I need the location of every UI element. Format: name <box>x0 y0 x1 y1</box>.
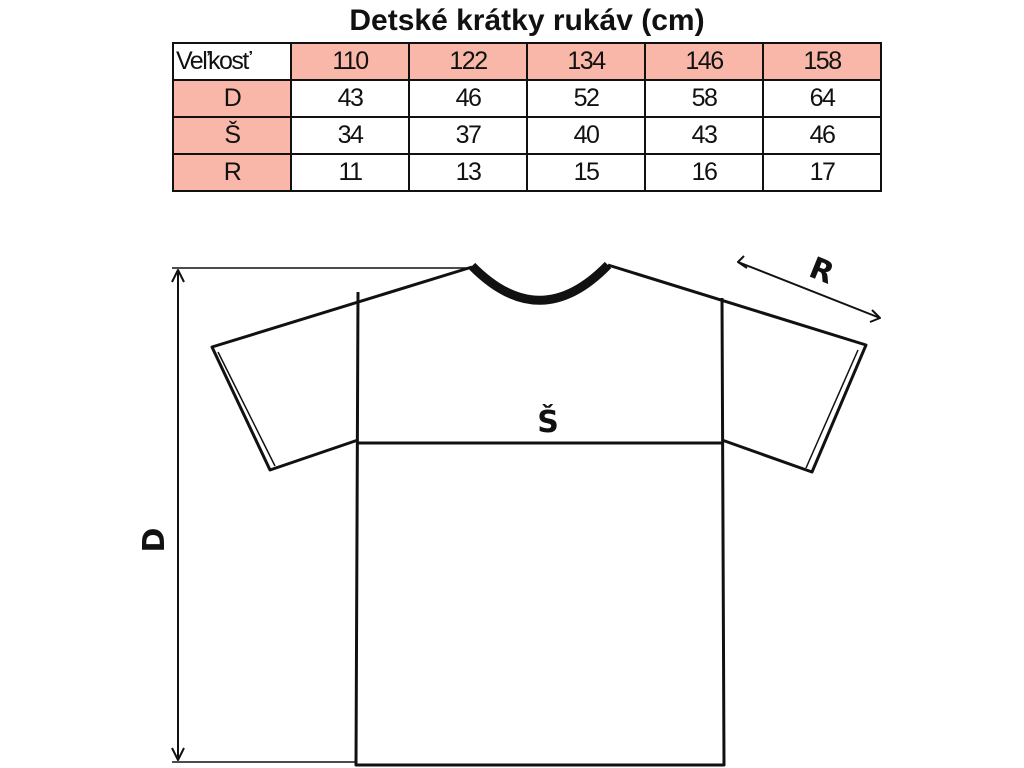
table-cell: 46 <box>762 116 882 155</box>
collar <box>468 261 612 305</box>
size-header: 158 <box>762 42 882 81</box>
row-label: Š <box>172 116 292 155</box>
right-sleeve <box>607 263 868 474</box>
left-sleeve <box>210 265 473 472</box>
size-header: 122 <box>408 42 528 81</box>
left-sleeve-hem <box>217 351 276 467</box>
size-header: 146 <box>644 42 764 81</box>
table-title: Detské krátky rukáv (cm) <box>173 0 881 44</box>
table-cell: 46 <box>408 79 528 118</box>
table-cell: 37 <box>408 116 528 155</box>
table-row: R 11 13 15 16 17 <box>172 153 882 192</box>
size-header: 134 <box>526 42 646 81</box>
sleeve-label: R <box>804 251 839 292</box>
table-cell: 58 <box>644 79 764 118</box>
size-header: 110 <box>290 42 410 81</box>
table-row: Š 34 37 40 43 46 <box>172 116 882 155</box>
table-cell: 15 <box>526 153 646 192</box>
table-row: D 43 46 52 58 64 <box>172 79 882 118</box>
table-cell: 16 <box>644 153 764 192</box>
table-cell: 43 <box>290 79 410 118</box>
table-cell: 43 <box>644 116 764 155</box>
length-label: D <box>137 528 172 553</box>
table-cell: 13 <box>408 153 528 192</box>
table-cell: 52 <box>526 79 646 118</box>
row-label: D <box>172 79 292 118</box>
table-cell: 34 <box>290 116 410 155</box>
header-label: Veľkosť <box>172 42 292 81</box>
right-sleeve-hem <box>805 349 859 469</box>
table-cell: 40 <box>526 116 646 155</box>
sleeve-dimension-line <box>737 261 881 319</box>
table-cell: 17 <box>762 153 882 192</box>
size-table: Detské krátky rukáv (cm) Veľkosť 110 122… <box>172 0 882 192</box>
table-cell: 11 <box>290 153 410 192</box>
row-label: R <box>172 153 292 192</box>
table-cell: 64 <box>762 79 882 118</box>
width-label: Š <box>537 403 559 440</box>
table-header-row: Veľkosť 110 122 134 146 158 <box>172 42 882 81</box>
tshirt-body <box>354 291 726 767</box>
